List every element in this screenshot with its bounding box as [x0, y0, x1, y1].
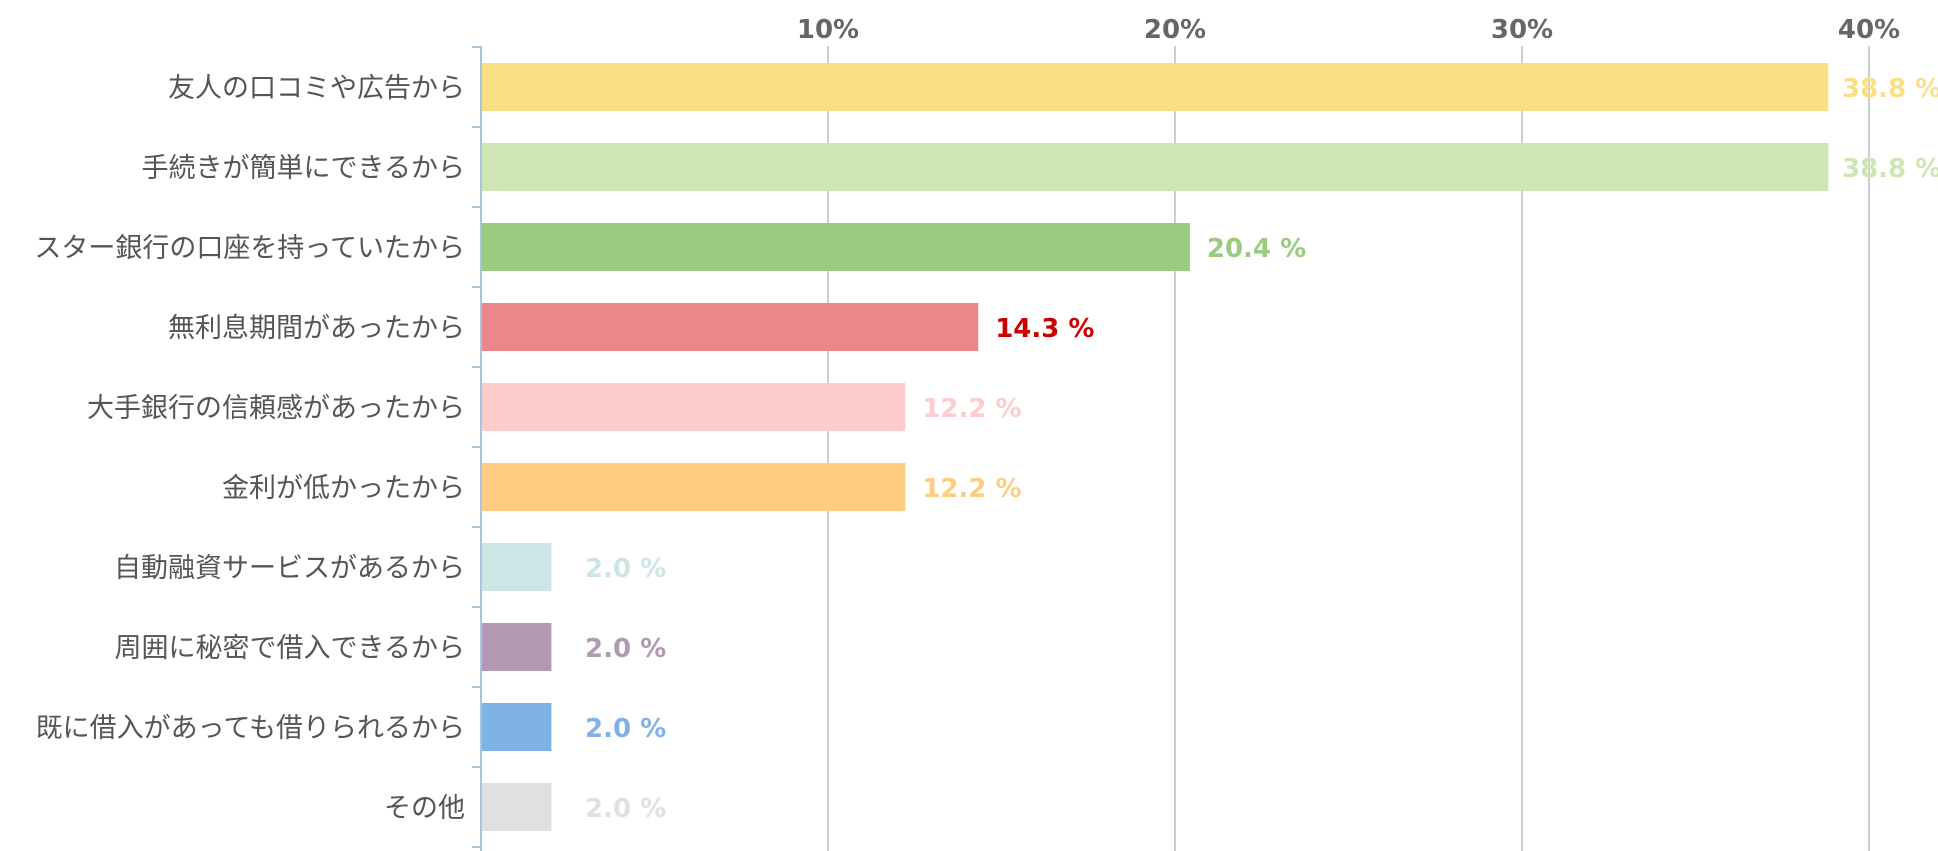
- value-label: 20.4 %: [1207, 234, 1306, 264]
- bar: [482, 223, 1190, 271]
- bar: [482, 623, 552, 671]
- bars: [482, 63, 1829, 831]
- value-labels: 38.8 % 38.8 % 20.4 % 14.3 % 12.2 % 12.2 % 2.0 …: [585, 74, 1938, 824]
- x-axis-ticks: 10% 20% 30% 40%: [797, 15, 1900, 45]
- bar: [482, 63, 1829, 111]
- value-label: 14.3 %: [995, 314, 1094, 344]
- bar: [482, 783, 552, 831]
- value-label: 2.0 %: [585, 554, 666, 584]
- bar: [482, 463, 906, 511]
- bar: [482, 703, 552, 751]
- category-label: 金利が低かったから: [222, 473, 465, 504]
- bar: [482, 383, 906, 431]
- category-label: 無利息期間があったから: [168, 313, 465, 344]
- x-tick-label: 30%: [1491, 15, 1553, 45]
- category-label: スター銀行の口座を持っていたから: [34, 233, 465, 264]
- x-tick-label: 40%: [1838, 15, 1900, 45]
- bar: [482, 303, 979, 351]
- value-label: 12.2 %: [922, 394, 1021, 424]
- value-label: 38.8 %: [1842, 74, 1938, 104]
- category-label: 大手銀行の信頼感があったから: [87, 393, 465, 424]
- value-label: 2.0 %: [585, 634, 666, 664]
- value-label: 38.8 %: [1842, 154, 1938, 184]
- bar: [482, 143, 1829, 191]
- category-label: 手続きが簡単にできるから: [142, 153, 465, 184]
- x-tick-label: 20%: [1144, 15, 1206, 45]
- category-labels: 友人の口コミや広告から手続きが簡単にできるからスター銀行の口座を持っていたから無…: [34, 73, 465, 824]
- value-label: 12.2 %: [922, 474, 1021, 504]
- value-label: 2.0 %: [585, 714, 666, 744]
- category-label: 友人の口コミや広告から: [168, 73, 465, 104]
- category-label: 自動融資サービスがあるから: [114, 553, 465, 584]
- category-label: 周囲に秘密で借入できるから: [115, 633, 465, 664]
- x-tick-label: 10%: [797, 15, 859, 45]
- value-label: 2.0 %: [585, 794, 666, 824]
- category-label: 既に借入があっても借りられるから: [36, 713, 465, 744]
- y-axis: [472, 46, 482, 851]
- category-label: その他: [384, 793, 465, 824]
- bar: [482, 543, 552, 591]
